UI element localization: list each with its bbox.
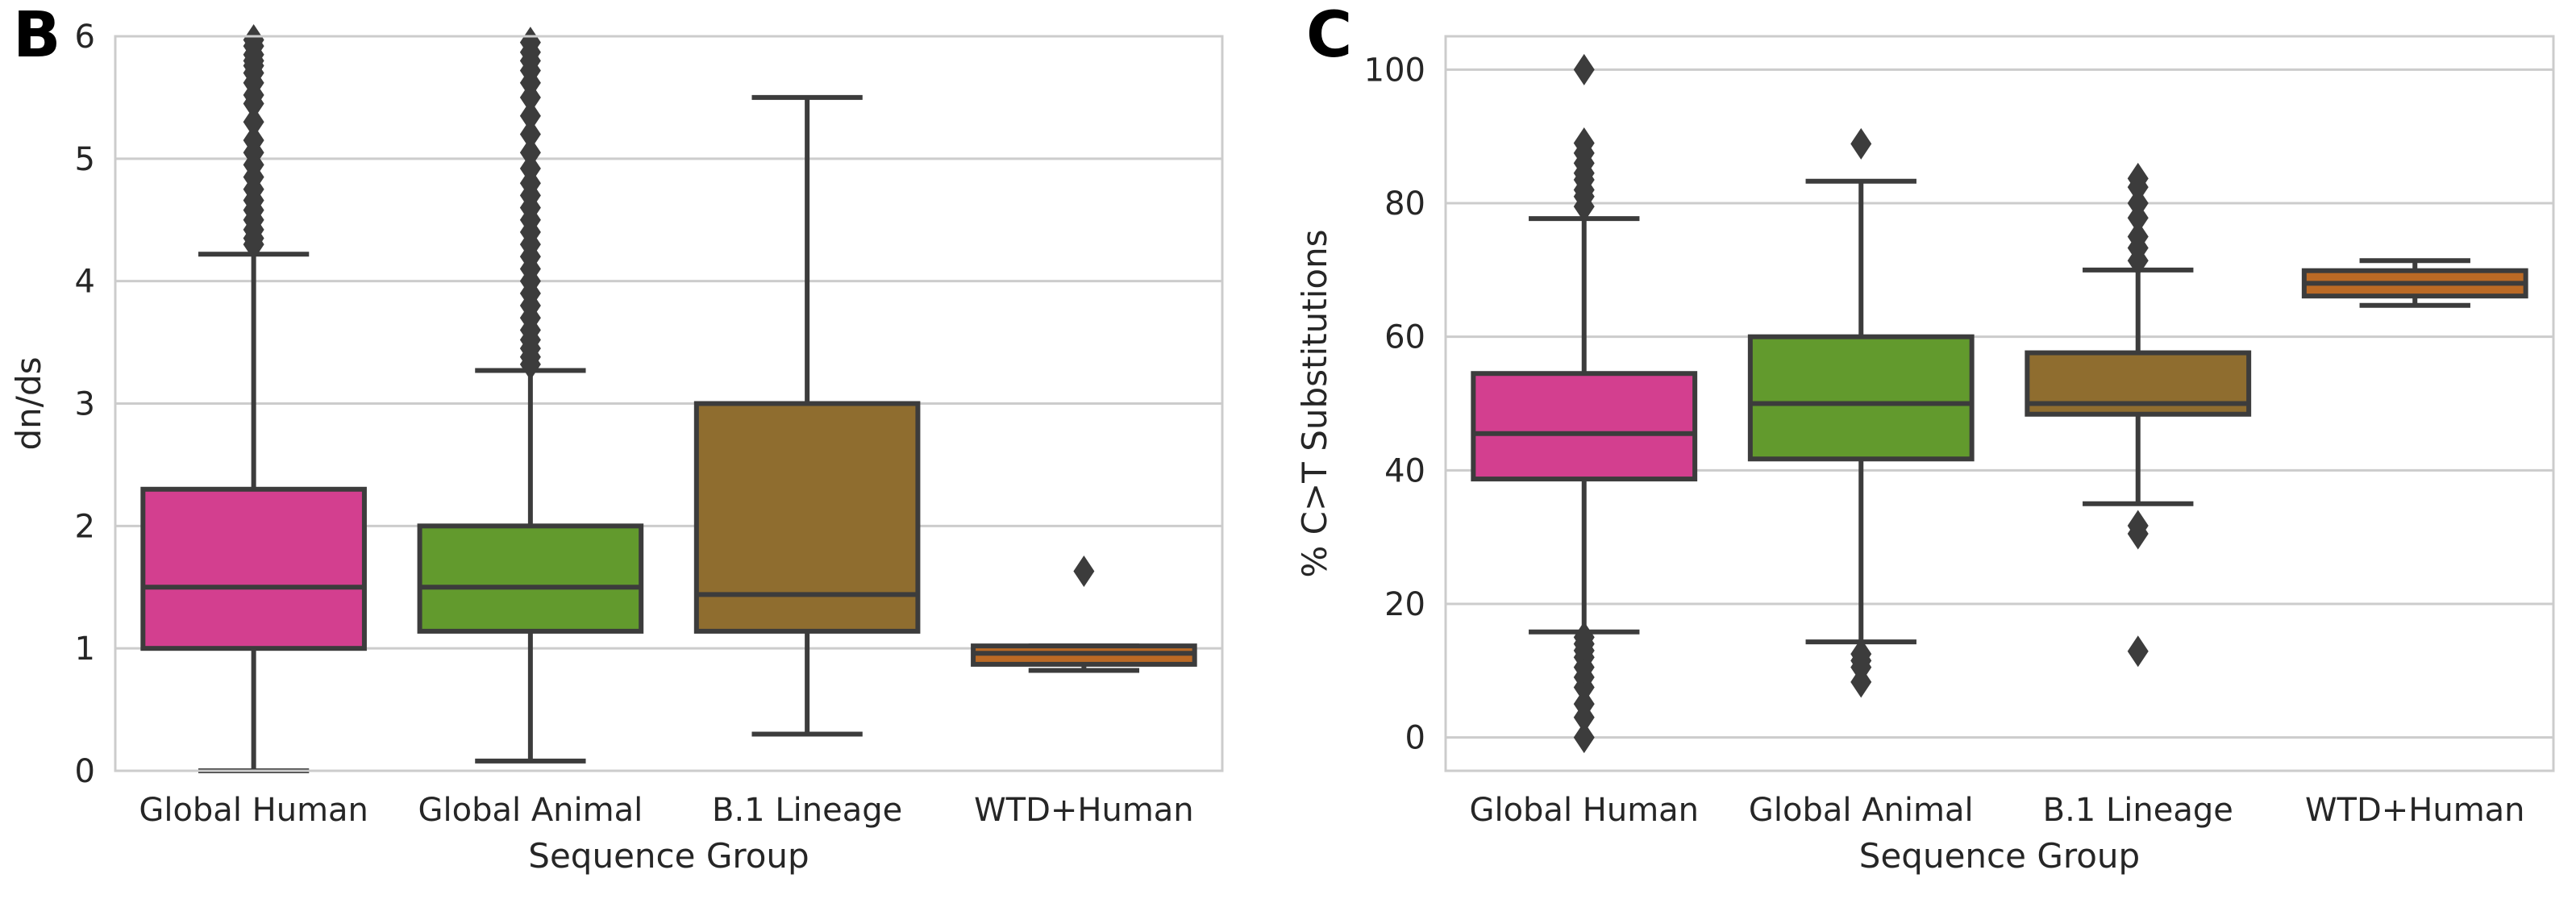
y-tick-label: 4 [75, 264, 95, 301]
outlier-point [1573, 53, 1595, 85]
outlier-point [2127, 510, 2149, 542]
y-tick-label: 0 [1405, 720, 1425, 757]
outlier-point [1573, 688, 1595, 720]
y-axis-label: dn/ds [9, 357, 48, 451]
outlier-point [243, 106, 264, 138]
outlier-point [1073, 556, 1095, 588]
plot-frame [114, 35, 1224, 772]
panel-label-b: B [13, 0, 60, 72]
x-tick-label: B.1 Lineage [712, 792, 902, 829]
y-tick-label: 6 [75, 19, 95, 56]
outlier-point [519, 136, 541, 169]
x-axis-label: Sequence Group [1859, 836, 2140, 876]
box-global-animal [1747, 334, 1975, 462]
outlier-point [243, 24, 264, 56]
outlier-point [519, 100, 541, 132]
chart-panel-b: 0 1 2 3 4 5 6 Global Human Global Animal B.1 Line… [9, 19, 1224, 876]
y-tick-label: 5 [75, 141, 95, 178]
y-tick-label: 3 [75, 386, 95, 423]
y-tick-label: 40 [1384, 452, 1425, 489]
plot-frame [1444, 35, 2555, 772]
box-global-human [140, 486, 367, 651]
y-tick-label: 1 [75, 631, 95, 668]
y-tick-label: 2 [75, 508, 95, 545]
x-tick-label: Global Human [1469, 792, 1699, 829]
y-tick-label: 80 [1384, 185, 1425, 223]
box-b-1-lineage [693, 401, 921, 634]
outlier-point [1573, 621, 1595, 653]
x-tick-label: Global Human [139, 792, 368, 829]
outlier-point [2127, 162, 2149, 194]
y-tick-label: 0 [75, 753, 95, 790]
box-global-human [1471, 371, 1698, 482]
x-tick-label: WTD+Human [974, 792, 1194, 829]
box-global-animal [417, 523, 644, 634]
y-tick-label: 20 [1384, 586, 1425, 623]
outlier-point [2127, 635, 2149, 668]
outlier-point [243, 124, 264, 156]
outlier-point [2127, 187, 2149, 219]
outlier-point [519, 152, 541, 185]
outlier-point [519, 118, 541, 150]
outlier-point [1573, 127, 1595, 160]
x-tick-label: Global Animal [1749, 792, 1974, 829]
x-tick-label: Global Animal [418, 792, 643, 829]
chart-panel-c: 0 20 40 60 80 100 Global Human Global Animal B.1… [1295, 35, 2555, 876]
x-axis-label: Sequence Group [528, 836, 809, 876]
x-tick-label: WTD+Human [2305, 792, 2525, 829]
y-axis-label: % C>T Substitutions [1295, 229, 1334, 577]
outlier-point [519, 27, 541, 59]
outlier-point [1850, 127, 1872, 160]
panel-label-c: C [1306, 0, 1352, 72]
outlier-point [1573, 722, 1595, 754]
y-tick-label: 100 [1364, 52, 1425, 89]
outlier-point [2127, 220, 2149, 252]
outlier-point [1850, 638, 1872, 670]
x-tick-label: B.1 Lineage [2043, 792, 2233, 829]
y-tick-label: 60 [1384, 319, 1425, 356]
